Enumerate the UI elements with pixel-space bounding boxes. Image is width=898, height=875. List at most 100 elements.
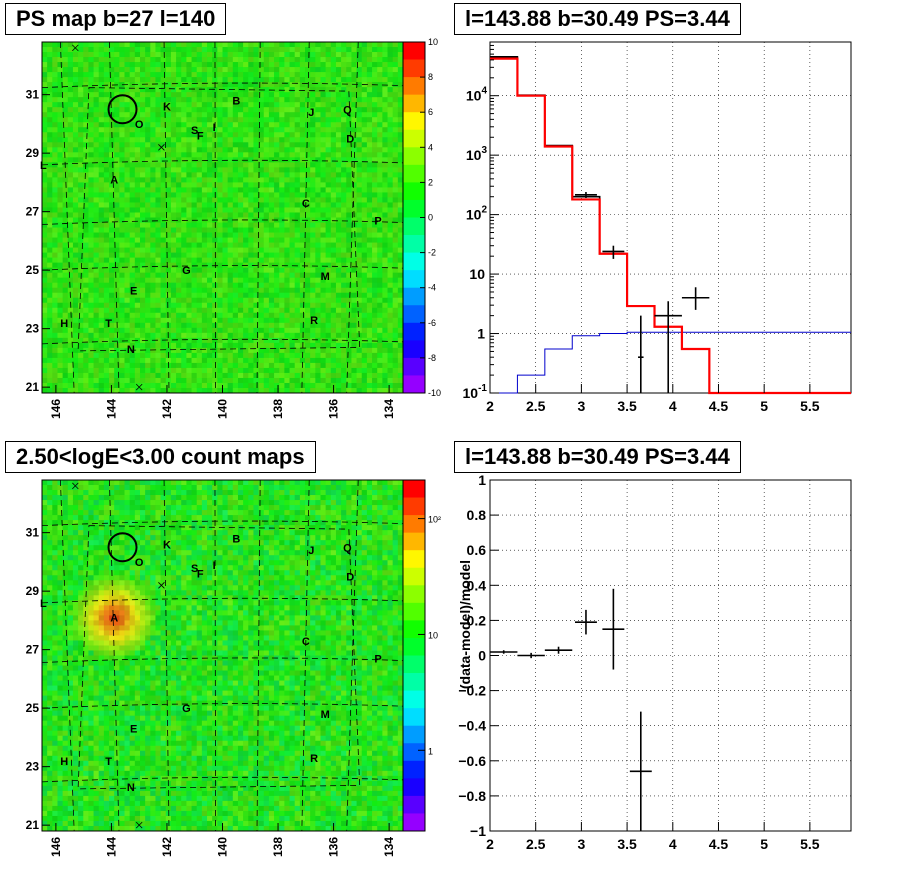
psmap-pixel — [42, 112, 48, 118]
psmap-pixel — [222, 187, 228, 193]
psmap-pixel — [227, 332, 234, 339]
psmap-pixel — [227, 217, 234, 223]
psmap-pixel — [181, 92, 187, 98]
psmap-pixel — [170, 167, 177, 173]
psmap-pixel — [98, 182, 105, 188]
psmap-pixel — [258, 147, 265, 153]
psmap-pixel — [67, 87, 74, 93]
psmap-pixel — [103, 147, 110, 153]
psmap-pixel — [310, 117, 316, 123]
psmap-pixel — [212, 272, 218, 278]
psmap-pixel — [57, 362, 63, 369]
psmap-pixel — [150, 77, 156, 83]
psmap-pixel — [397, 362, 404, 369]
psmap-pixel — [279, 287, 285, 294]
psmap-pixel — [150, 187, 156, 193]
psmap-pixel — [139, 257, 146, 263]
psmap-pixel — [227, 207, 234, 213]
psmap-pixel — [114, 337, 120, 344]
psmap-pixel — [103, 47, 110, 53]
psmap-pixel — [124, 172, 130, 178]
psmap-pixel — [62, 327, 69, 334]
psmap-pixel — [170, 242, 177, 248]
psmap-pixel — [325, 317, 332, 324]
psmap-pixel — [248, 337, 254, 344]
psmap-pixel — [88, 307, 94, 314]
psmap-pixel — [263, 127, 270, 133]
psmap-pixel — [263, 297, 270, 304]
psmap-pixel — [397, 302, 404, 309]
psmap-pixel — [315, 277, 321, 283]
psmap-pixel — [351, 82, 357, 88]
psmap-pixel — [139, 87, 146, 93]
psmap-pixel — [253, 212, 259, 218]
psmap-pixel — [299, 292, 306, 299]
psmap-pixel — [134, 137, 141, 143]
psmap-pixel — [263, 327, 270, 334]
psmap-pixel — [72, 302, 79, 309]
psmap-pixel — [109, 257, 115, 263]
psmap-pixel — [181, 77, 187, 83]
psmap-pixel — [170, 132, 177, 138]
psmap-pixel — [62, 182, 69, 188]
psmap-pixel — [88, 147, 94, 153]
psmap-pixel — [397, 322, 404, 329]
psmap-pixel — [196, 352, 203, 359]
psmap-pixel — [176, 57, 182, 63]
psmap-pixel — [103, 117, 110, 123]
psmap-pixel — [93, 157, 100, 163]
psmap-pixel — [88, 162, 94, 168]
psmap-pixel — [268, 117, 275, 123]
psmap-pixel — [279, 127, 285, 133]
psmap-pixel — [279, 292, 285, 299]
psmap-pixel — [78, 287, 84, 294]
psmap-pixel — [289, 52, 295, 58]
psmap-pixel — [305, 297, 311, 304]
psmap-pixel — [109, 352, 115, 359]
psmap-pixel — [294, 312, 301, 319]
psmap-pixel — [330, 137, 337, 143]
psmap-pixel — [83, 77, 89, 83]
psmap-pixel — [83, 127, 89, 133]
psmap-pixel — [98, 322, 105, 329]
psmap-pixel — [366, 132, 373, 138]
psmap-pixel — [217, 302, 223, 309]
psmap-pixel — [289, 167, 295, 173]
psmap-pixel — [134, 207, 141, 213]
psmap-pixel — [284, 142, 290, 148]
psmap-pixel — [176, 177, 182, 183]
psmap-pixel — [217, 57, 223, 63]
psmap-pixel — [356, 192, 363, 198]
psmap-pixel — [52, 52, 58, 58]
psmap-pixel — [372, 347, 378, 354]
psmap-pixel — [170, 72, 177, 78]
psmap-pixel — [67, 307, 74, 314]
psmap-pixel — [186, 347, 192, 354]
psmap-pixel — [103, 367, 110, 374]
psmap-pixel — [217, 152, 223, 158]
psmap-pixel — [310, 322, 316, 329]
psmap-pixel — [176, 257, 182, 263]
psmap-pixel — [268, 362, 275, 369]
psmap-pixel — [258, 72, 265, 78]
psmap-pixel — [134, 157, 141, 163]
psmap-pixel — [382, 302, 388, 309]
psmap-coord-line — [346, 41, 359, 394]
psmap-pixel — [191, 387, 198, 394]
psmap-pixel — [160, 372, 167, 379]
psmap-pixel — [119, 182, 125, 188]
psmap-pixel — [176, 67, 182, 73]
psmap-pixel — [315, 67, 321, 73]
psmap-pixel — [88, 117, 94, 123]
psmap-pixel — [98, 342, 105, 349]
psmap-pixel — [139, 347, 146, 354]
psmap-pixel — [222, 327, 228, 334]
psmap-pixel — [227, 132, 234, 138]
psmap-pixel — [207, 72, 213, 78]
psmap-pixel — [258, 262, 265, 268]
psmap-pixel — [248, 352, 254, 359]
psmap-pixel — [78, 377, 84, 384]
psmap-pixel — [78, 177, 84, 183]
psmap-pixel — [207, 67, 213, 73]
psmap-pixel — [129, 142, 136, 148]
